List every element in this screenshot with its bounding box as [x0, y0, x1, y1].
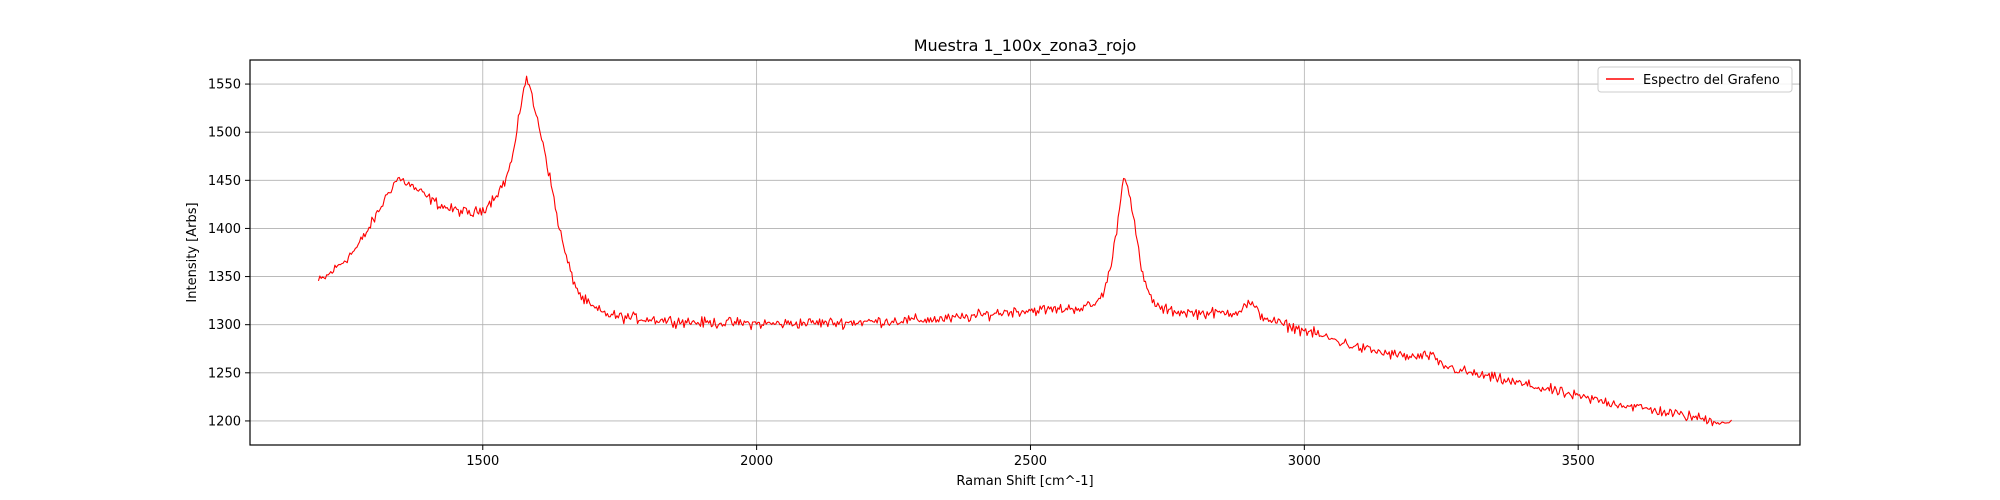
y-tick-label: 1450	[208, 174, 241, 189]
y-tick-label: 1550	[208, 78, 241, 93]
x-axis-label: Raman Shift [cm^-1]	[956, 474, 1093, 489]
grid	[250, 60, 1800, 445]
y-tick-label: 1500	[208, 126, 241, 141]
y-axis-label: Intensity [Arbs]	[185, 202, 200, 302]
y-tick-label: 1300	[208, 318, 241, 333]
y-tick-label: 1400	[208, 222, 241, 237]
plot-frame	[249, 59, 1801, 446]
legend-box	[1597, 66, 1793, 93]
legend-label: Espectro del Grafeno	[1643, 73, 1780, 88]
y-tick-label: 1350	[208, 270, 241, 285]
x-tick-label: 3000	[1288, 454, 1321, 469]
y-tick-label: 1250	[208, 366, 241, 381]
ticks: 1500 2000 2500 3000 3500 1200 1250 1300 1350 1400…	[208, 78, 1595, 469]
x-tick-label: 2000	[740, 454, 773, 469]
x-tick-label: 3500	[1562, 454, 1595, 469]
x-tick-label: 1500	[466, 454, 499, 469]
x-tick-label: 2500	[1014, 454, 1047, 469]
legend: Espectro del Grafeno	[1597, 66, 1793, 93]
series-layer	[317, 75, 1732, 427]
series-line	[317, 75, 1732, 427]
y-tick-label: 1200	[208, 414, 241, 429]
chart-title: Muestra 1_100x_zona3_rojo	[914, 36, 1137, 56]
